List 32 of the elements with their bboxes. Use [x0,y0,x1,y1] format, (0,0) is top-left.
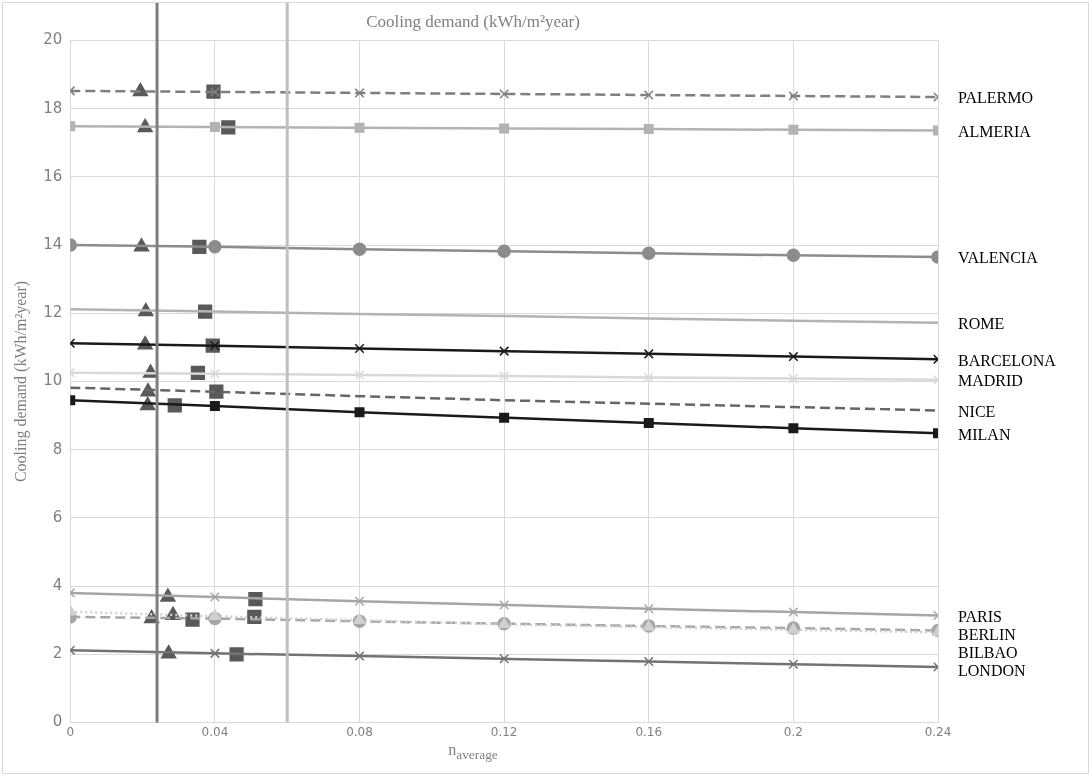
y-tick-label: 12 [43,303,63,322]
y-tick-label: 10 [43,371,63,390]
series-label: PALERMO [958,89,1033,107]
x-tick-label: 0.12 [490,724,518,739]
y-tick-label: 18 [43,98,63,117]
series-label: BARCELONA [958,351,1057,369]
series-label: VALENCIA [958,249,1039,267]
x-tick-label: 0.08 [346,724,373,739]
y-axis-title: Cooling demand (kWh/m²year) [11,280,30,483]
y-tick-label: 2 [52,644,63,663]
x-tick-label: 0 [66,724,75,739]
series-label: MILAN [958,425,1011,443]
x-tick-label: 0.2 [783,724,803,739]
series-label: BILBAO [958,643,1018,661]
x-tick-label: 0.16 [635,724,663,739]
series-label: BERLIN [958,625,1017,643]
y-tick-label: 6 [52,507,63,526]
series-label: LONDON [958,661,1026,679]
series-label: PARIS [958,607,1002,625]
x-axis-title: n$_{average}$ [447,741,499,764]
series-label: ALMERIA [958,122,1032,140]
x-tick-label: 0.04 [201,724,229,739]
y-tick-label: 20 [43,30,63,49]
series-label: MADRID [958,372,1023,389]
y-tick-label: 8 [52,439,63,458]
y-tick-label: 16 [43,166,63,185]
series-label: ROME [958,315,1005,333]
series-label: NICE [958,402,996,420]
x-tick-label: 0.24 [924,724,952,739]
chart-title: Cooling demand (kWh/m²year) [366,11,580,31]
y-tick-label: 14 [43,234,63,253]
y-tick-label: 4 [52,576,63,595]
